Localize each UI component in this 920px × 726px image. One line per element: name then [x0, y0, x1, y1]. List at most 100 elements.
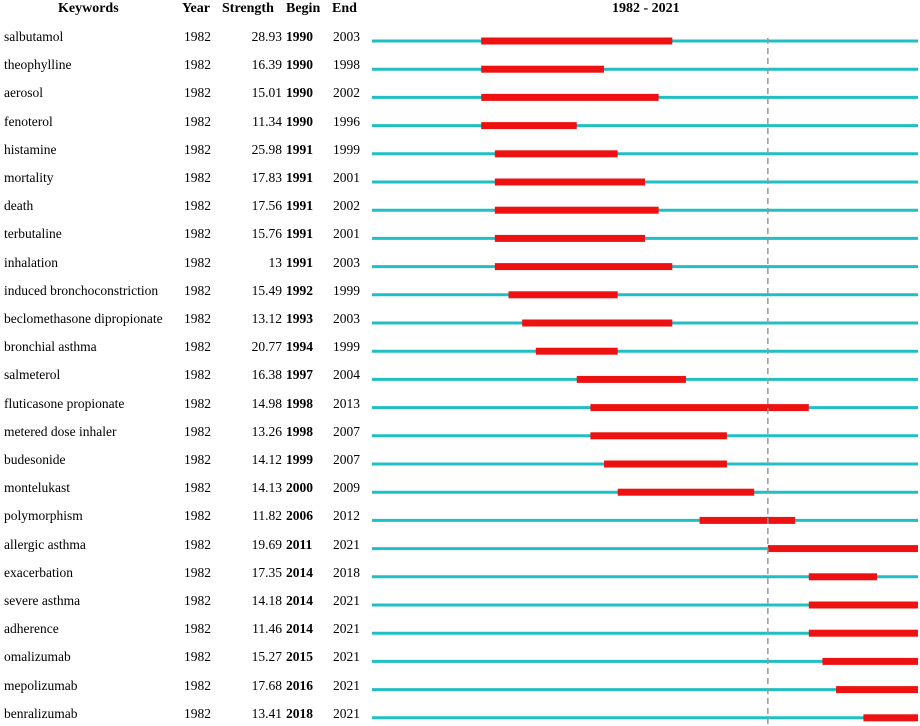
- row-end: 2018: [333, 564, 360, 580]
- row-begin: 1991: [286, 254, 313, 270]
- row-strength: 14.13: [251, 480, 282, 496]
- row-begin: 1990: [286, 85, 313, 101]
- burst-bar: [808, 629, 918, 637]
- row-keyword: montelukast: [4, 480, 70, 496]
- row-year: 1982: [184, 621, 211, 637]
- row-begin: 1998: [286, 395, 313, 411]
- row-strength: 17.56: [251, 198, 282, 214]
- row-keyword: theophylline: [4, 57, 72, 73]
- burst-bar: [535, 347, 618, 355]
- row-begin: 2014: [286, 593, 313, 608]
- row-end: 2007: [333, 423, 360, 439]
- header-timeline-range: 1982 - 2021: [612, 1, 680, 16]
- row-keyword: mepolizumab: [4, 677, 78, 693]
- burst-bar: [767, 545, 918, 553]
- row-strength: 14.98: [251, 395, 282, 411]
- row-strength: 16.39: [251, 57, 282, 73]
- row-end: 1999: [333, 282, 360, 298]
- row-keyword: inhalation: [4, 254, 58, 270]
- row-year: 1982: [184, 452, 211, 467]
- row-keyword: bronchial asthma: [4, 339, 97, 355]
- row-year: 1982: [184, 367, 211, 383]
- row-begin: 1994: [286, 339, 313, 355]
- row-year: 1982: [184, 705, 211, 721]
- row-keyword: benralizumab: [4, 705, 78, 721]
- row-strength: 20.77: [251, 339, 282, 355]
- row-begin: 1997: [286, 367, 313, 383]
- row-keyword: salbutamol: [4, 29, 64, 44]
- row-year: 1982: [184, 536, 211, 552]
- row-end: 2003: [333, 29, 360, 44]
- row-end: 1998: [333, 57, 360, 73]
- burst-bar: [494, 263, 673, 271]
- row-year: 1982: [184, 198, 211, 214]
- row-year: 1982: [184, 85, 211, 101]
- header-end: End: [332, 1, 357, 16]
- row-strength: 13.41: [251, 705, 282, 721]
- row-strength: 14.18: [251, 593, 282, 608]
- burst-bar: [481, 122, 577, 130]
- row-end: 2021: [333, 593, 360, 608]
- burst-bar: [699, 516, 796, 524]
- row-keyword: fenoterol: [4, 113, 53, 129]
- row-begin: 1990: [286, 57, 313, 73]
- row-year: 1982: [184, 311, 211, 326]
- row-begin: 1991: [286, 141, 313, 157]
- burst-bar: [576, 375, 686, 383]
- row-end: 2021: [333, 677, 360, 693]
- row-begin: 1992: [286, 282, 313, 298]
- row-keyword: induced bronchoconstriction: [4, 282, 159, 298]
- row-end: 1999: [333, 339, 360, 355]
- burst-bar: [494, 206, 659, 214]
- row-end: 2009: [333, 480, 360, 496]
- row-begin: 1990: [286, 113, 313, 129]
- row-begin: 1991: [286, 226, 313, 242]
- burst-bar: [590, 432, 727, 440]
- row-begin: 2014: [286, 621, 313, 637]
- header-keywords: Keywords: [58, 1, 119, 16]
- row-year: 1982: [184, 564, 211, 580]
- row-strength: 13.12: [251, 311, 282, 326]
- row-begin: 1990: [286, 29, 313, 44]
- row-begin: 2011: [286, 536, 313, 552]
- row-keyword: mortality: [4, 170, 54, 185]
- row-strength: 15.76: [251, 226, 282, 242]
- row-keyword: allergic asthma: [4, 536, 86, 552]
- row-end: 2003: [333, 311, 360, 326]
- burst-bar: [494, 234, 645, 242]
- row-keyword: salmeterol: [4, 367, 61, 383]
- row-year: 1982: [184, 29, 211, 44]
- header-begin: Begin: [286, 1, 321, 16]
- row-keyword: metered dose inhaler: [4, 423, 117, 439]
- row-keyword: budesonide: [4, 452, 66, 467]
- row-end: 2021: [333, 705, 360, 721]
- header-strength: Strength: [222, 1, 274, 16]
- row-year: 1982: [184, 226, 211, 242]
- burst-bar: [494, 178, 645, 186]
- header-year: Year: [182, 1, 210, 16]
- burst-bar: [508, 291, 618, 299]
- row-strength: 13.26: [251, 423, 282, 439]
- burst-bar: [590, 404, 809, 412]
- row-end: 2003: [333, 254, 360, 270]
- row-year: 1982: [184, 57, 211, 73]
- row-begin: 1999: [286, 452, 313, 467]
- row-strength: 14.12: [251, 452, 282, 467]
- row-year: 1982: [184, 649, 211, 665]
- row-end: 2012: [333, 508, 360, 524]
- row-strength: 28.93: [251, 29, 282, 44]
- row-end: 1996: [333, 113, 360, 129]
- row-year: 1982: [184, 677, 211, 693]
- row-keyword: exacerbation: [4, 564, 73, 580]
- burst-bar: [481, 37, 673, 45]
- row-keyword: death: [4, 198, 34, 214]
- row-strength: 11.46: [252, 621, 282, 637]
- row-year: 1982: [184, 423, 211, 439]
- row-begin: 2018: [286, 705, 313, 721]
- row-begin: 2014: [286, 564, 313, 580]
- row-strength: 16.38: [251, 367, 282, 383]
- row-keyword: omalizumab: [4, 649, 71, 665]
- burst-bar: [863, 714, 918, 722]
- row-end: 2021: [333, 649, 360, 665]
